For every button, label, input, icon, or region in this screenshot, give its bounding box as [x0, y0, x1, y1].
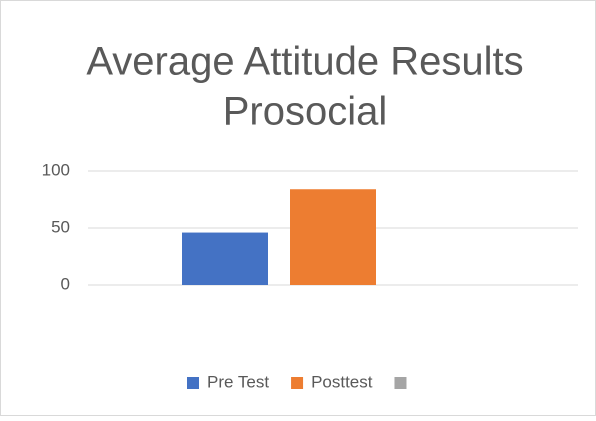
- y-tick-label: 0: [61, 274, 70, 293]
- legend-swatch: [187, 377, 199, 389]
- legend-swatch: [291, 377, 304, 389]
- legend-label: Posttest: [311, 372, 373, 391]
- legend-swatch: [394, 377, 407, 389]
- y-tick-label: 50: [51, 217, 70, 236]
- chart-title: Average Attitude Results: [86, 40, 523, 84]
- bar: [290, 189, 376, 285]
- bar: [182, 232, 268, 285]
- chart-title: Prosocial: [223, 90, 388, 134]
- legend-label: Pre Test: [207, 372, 269, 391]
- y-tick-label: 100: [42, 160, 70, 179]
